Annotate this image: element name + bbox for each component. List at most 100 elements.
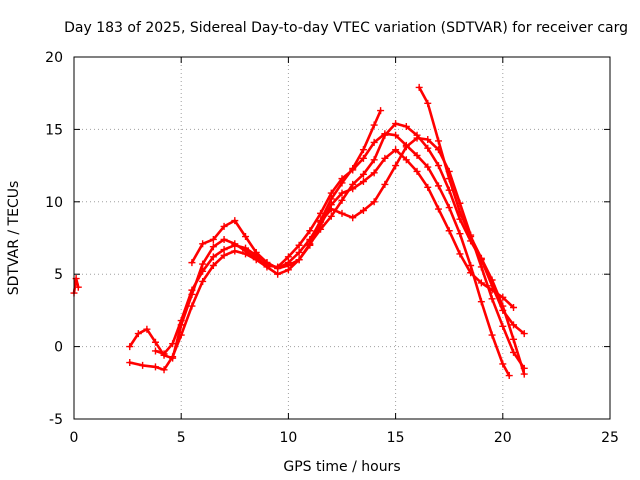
data-point [381, 180, 389, 188]
x-tick-label: 25 [601, 430, 619, 446]
data-point [402, 143, 410, 151]
data-point [392, 146, 400, 154]
data-point [295, 241, 303, 249]
data-point [126, 343, 134, 351]
series-sat-track-7 [415, 83, 528, 378]
data-point [381, 154, 389, 162]
data-point [349, 164, 357, 172]
data-point [188, 259, 196, 267]
data-point [209, 253, 217, 261]
data-point [143, 325, 151, 333]
data-point [338, 196, 346, 204]
data-point [456, 208, 464, 216]
x-tick-label: 20 [494, 430, 512, 446]
series-sat-track-5 [188, 120, 528, 338]
series-layer [70, 83, 528, 380]
data-point [199, 240, 207, 248]
data-point [424, 144, 432, 152]
data-point [445, 175, 453, 183]
data-point [456, 230, 464, 238]
data-point [126, 359, 134, 367]
y-axis-title: SDTVAR / TECUs [6, 181, 22, 296]
data-point [317, 225, 325, 233]
data-point [327, 195, 335, 203]
data-point [160, 350, 168, 358]
data-point [284, 262, 292, 270]
x-tick-label: 5 [177, 430, 186, 446]
data-point [177, 317, 185, 325]
x-axis-title: GPS time / hours [283, 459, 400, 475]
data-point [445, 204, 453, 212]
data-point [209, 243, 217, 251]
data-point [402, 156, 410, 164]
data-point [467, 262, 475, 270]
data-point [327, 212, 335, 220]
data-point [151, 363, 159, 371]
data-point [151, 347, 159, 355]
data-point [392, 131, 400, 139]
data-point [306, 237, 314, 245]
data-point [349, 180, 357, 188]
data-point [424, 163, 432, 171]
data-point [338, 179, 346, 187]
data-point [338, 189, 346, 197]
data-point [499, 322, 507, 330]
data-point [445, 227, 453, 235]
data-point [242, 233, 250, 241]
data-point [370, 198, 378, 206]
data-point [169, 353, 177, 361]
tick-layer: 0 5 10 15 20 25 -5 0 5 10 15 20 [45, 50, 619, 446]
data-point [220, 235, 228, 243]
data-point [370, 169, 378, 177]
data-point [177, 331, 185, 339]
data-point [467, 269, 475, 277]
data-point [477, 254, 485, 262]
data-point [134, 330, 142, 338]
data-point [445, 186, 453, 194]
data-point [520, 330, 528, 338]
data-point [510, 304, 518, 312]
data-point [74, 283, 82, 291]
data-point [231, 241, 239, 249]
x-tick-label: 10 [279, 430, 297, 446]
data-point [169, 340, 177, 348]
data-point [199, 260, 207, 268]
data-point [413, 151, 421, 159]
data-point [370, 121, 378, 129]
series-sat-track-6 [306, 107, 385, 245]
data-point [349, 214, 357, 222]
data-point [199, 277, 207, 285]
y-tick-label: 5 [54, 267, 63, 283]
data-point [359, 154, 367, 162]
data-point [220, 246, 228, 254]
data-point [160, 366, 168, 374]
series-line [190, 122, 526, 335]
data-point [413, 131, 421, 139]
data-point [139, 361, 147, 369]
data-point [510, 348, 518, 356]
y-tick-label: 15 [45, 122, 63, 138]
data-point [359, 206, 367, 214]
y-tick-label: 10 [45, 195, 63, 211]
data-point [424, 136, 432, 144]
y-tick-label: -5 [49, 412, 63, 428]
series-line [154, 136, 526, 370]
data-point [252, 248, 260, 256]
x-tick-label: 15 [387, 430, 405, 446]
data-point [199, 267, 207, 275]
data-point [263, 259, 271, 267]
data-point [392, 162, 400, 170]
data-point [505, 372, 513, 380]
data-point [434, 162, 442, 170]
data-point [359, 170, 367, 178]
y-tick-label: 20 [45, 50, 63, 66]
data-point [295, 256, 303, 264]
series-line [128, 132, 511, 377]
data-point [370, 138, 378, 146]
data-point [295, 248, 303, 256]
data-point [424, 99, 432, 107]
data-point [188, 302, 196, 310]
data-point [488, 295, 496, 303]
data-point [338, 209, 346, 217]
data-point [415, 83, 423, 91]
